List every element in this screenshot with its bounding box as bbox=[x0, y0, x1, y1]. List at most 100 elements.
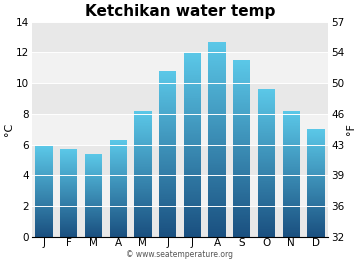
Bar bbox=[258, 100, 275, 101]
Bar bbox=[60, 176, 77, 177]
Bar bbox=[35, 182, 53, 183]
Bar bbox=[258, 147, 275, 148]
Bar bbox=[233, 199, 251, 200]
Bar bbox=[85, 212, 102, 213]
Bar bbox=[208, 172, 226, 173]
Bar bbox=[159, 160, 176, 161]
Bar bbox=[208, 143, 226, 144]
Bar bbox=[109, 226, 127, 227]
Bar bbox=[35, 196, 53, 197]
Bar bbox=[233, 219, 251, 220]
Bar bbox=[258, 165, 275, 166]
Bar bbox=[307, 134, 325, 135]
Bar bbox=[159, 157, 176, 158]
Bar bbox=[258, 144, 275, 145]
Bar bbox=[109, 185, 127, 186]
Bar bbox=[134, 116, 152, 117]
Bar bbox=[60, 217, 77, 218]
Bar bbox=[159, 96, 176, 98]
Bar bbox=[35, 233, 53, 234]
Bar bbox=[159, 130, 176, 131]
Bar bbox=[184, 75, 201, 76]
Bar bbox=[159, 199, 176, 200]
Bar bbox=[208, 111, 226, 112]
Bar bbox=[283, 198, 300, 199]
Bar bbox=[258, 214, 275, 215]
Bar bbox=[258, 196, 275, 197]
Bar bbox=[307, 155, 325, 156]
Bar bbox=[159, 173, 176, 174]
Bar bbox=[159, 226, 176, 227]
Bar bbox=[283, 229, 300, 230]
Bar bbox=[233, 171, 251, 172]
Bar bbox=[159, 94, 176, 95]
Bar bbox=[134, 166, 152, 167]
Bar bbox=[85, 159, 102, 160]
Bar bbox=[184, 199, 201, 200]
Bar bbox=[85, 158, 102, 159]
Bar bbox=[307, 213, 325, 214]
Bar bbox=[233, 216, 251, 217]
Bar bbox=[283, 141, 300, 142]
Bar bbox=[307, 175, 325, 176]
Bar bbox=[134, 209, 152, 210]
Bar bbox=[258, 152, 275, 153]
Bar bbox=[184, 104, 201, 105]
Bar bbox=[258, 221, 275, 222]
Bar bbox=[283, 132, 300, 133]
Bar bbox=[109, 168, 127, 169]
Bar bbox=[184, 151, 201, 152]
Bar bbox=[159, 215, 176, 216]
Bar bbox=[184, 134, 201, 135]
Bar bbox=[159, 207, 176, 208]
Bar bbox=[258, 97, 275, 98]
Bar bbox=[208, 206, 226, 207]
Bar bbox=[208, 133, 226, 134]
Bar bbox=[184, 207, 201, 208]
Bar bbox=[109, 233, 127, 234]
Bar bbox=[208, 171, 226, 172]
Bar bbox=[208, 234, 226, 235]
Bar bbox=[307, 186, 325, 187]
Bar bbox=[159, 135, 176, 136]
Y-axis label: °C: °C bbox=[4, 122, 14, 136]
Bar bbox=[208, 74, 226, 75]
Bar bbox=[233, 218, 251, 219]
Bar bbox=[134, 168, 152, 169]
Bar bbox=[184, 81, 201, 82]
Bar bbox=[233, 214, 251, 216]
Bar bbox=[307, 142, 325, 143]
Bar bbox=[134, 155, 152, 156]
Bar bbox=[85, 206, 102, 207]
Bar bbox=[283, 220, 300, 221]
Bar bbox=[184, 111, 201, 112]
Bar bbox=[159, 78, 176, 79]
Bar bbox=[283, 138, 300, 139]
Bar bbox=[258, 229, 275, 230]
Bar bbox=[283, 127, 300, 128]
Bar bbox=[258, 233, 275, 234]
Bar bbox=[60, 199, 77, 200]
Bar bbox=[159, 169, 176, 170]
Bar bbox=[307, 231, 325, 232]
Bar bbox=[159, 175, 176, 176]
Bar bbox=[208, 113, 226, 114]
Bar bbox=[233, 183, 251, 184]
Bar bbox=[134, 159, 152, 160]
Bar bbox=[283, 162, 300, 163]
Bar bbox=[134, 170, 152, 171]
Bar bbox=[159, 93, 176, 94]
Bar bbox=[32, 206, 328, 237]
Bar bbox=[208, 212, 226, 213]
Bar bbox=[208, 58, 226, 59]
Bar bbox=[307, 215, 325, 216]
Bar bbox=[208, 102, 226, 103]
Bar bbox=[184, 117, 201, 118]
Bar bbox=[60, 233, 77, 234]
Bar bbox=[283, 129, 300, 130]
Bar bbox=[159, 83, 176, 84]
Bar bbox=[134, 187, 152, 188]
Bar bbox=[258, 192, 275, 193]
Bar bbox=[159, 236, 176, 237]
Bar bbox=[60, 227, 77, 228]
